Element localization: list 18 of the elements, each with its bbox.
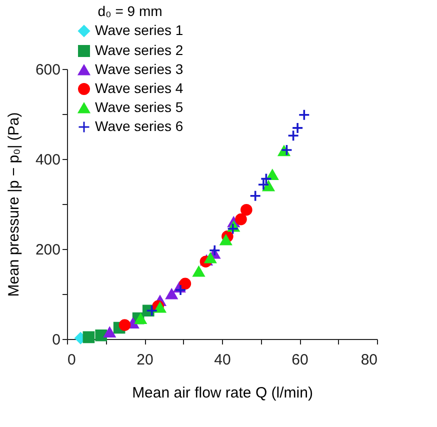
x-axis-title: Mean air flow rate Q (l/min): [132, 384, 313, 402]
legend-label: Wave series 3: [95, 61, 184, 77]
legend-label: Wave series 5: [95, 99, 184, 115]
y-tick-label: 400: [35, 152, 60, 168]
legend-label: Wave series 6: [95, 118, 184, 134]
x-tick-label: 80: [360, 352, 378, 368]
legend-title: d₀ = 9 mm: [98, 3, 162, 19]
y-tick-label: 0: [52, 332, 60, 348]
legend-label: Wave series 2: [95, 42, 184, 58]
legend-label: Wave series 4: [95, 80, 184, 96]
x-tick-label: 0: [68, 352, 76, 368]
x-tick-label: 20: [136, 352, 154, 368]
x-tick-label: 60: [292, 352, 308, 368]
y-tick-label: 600: [35, 62, 60, 78]
x-tick-label: 40: [214, 352, 231, 368]
legend-label: Wave series 1: [95, 22, 184, 38]
y-tick-label: 200: [35, 242, 60, 258]
y-axis-title: Mean pressure |p − p₀| (Pa): [5, 112, 22, 297]
